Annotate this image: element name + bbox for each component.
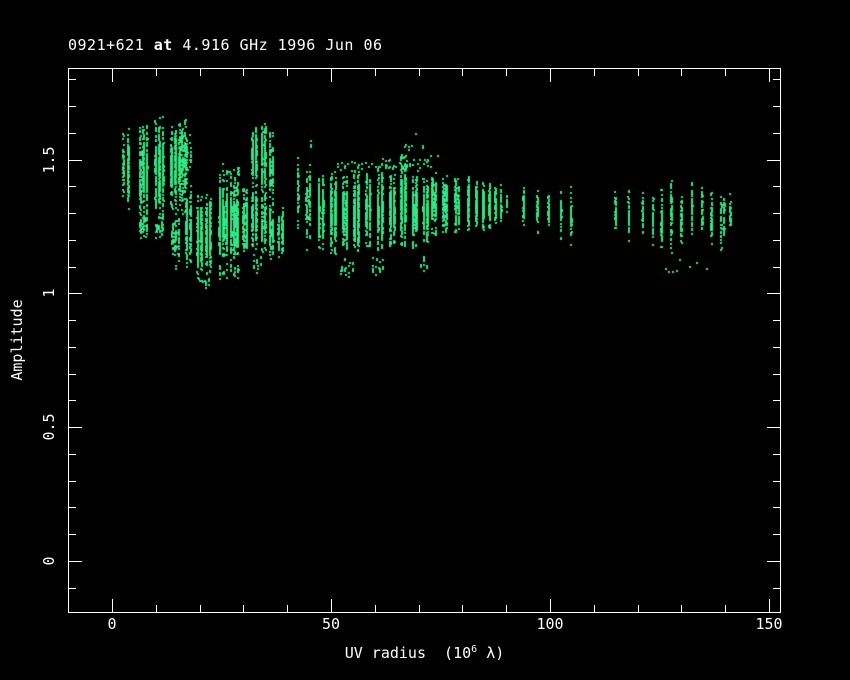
axis-tick [419, 605, 420, 612]
axis-tick [287, 605, 288, 612]
axis-tick [69, 133, 76, 134]
axis-tick [69, 481, 76, 482]
superscript-exponent: 6 [471, 644, 478, 655]
axis-tick [638, 605, 639, 612]
axis-tick [69, 186, 76, 187]
axis-tick [243, 69, 244, 76]
y-tick-label: 1.5 [40, 146, 58, 174]
axis-tick [69, 427, 82, 428]
axis-tick [506, 605, 507, 612]
axis-tick [243, 605, 244, 612]
axis-tick [773, 507, 780, 508]
axis-tick [638, 69, 639, 76]
axis-tick [773, 454, 780, 455]
axis-tick [773, 347, 780, 348]
y-tick-label: 0 [40, 556, 58, 566]
axis-tick [331, 599, 332, 612]
axis-tick [156, 69, 157, 76]
axis-tick [773, 79, 780, 80]
axis-tick [767, 293, 780, 294]
axis-tick [112, 69, 113, 82]
axis-tick [69, 160, 82, 161]
axis-tick [156, 605, 157, 612]
axis-tick [594, 605, 595, 612]
axis-tick [69, 454, 76, 455]
axis-tick [773, 267, 780, 268]
axis-tick [69, 106, 76, 107]
axis-tick [769, 599, 770, 612]
axis-tick [773, 374, 780, 375]
axis-tick [773, 534, 780, 535]
axis-tick [69, 213, 76, 214]
y-tick-label: 0.5 [40, 413, 58, 441]
axis-tick [375, 605, 376, 612]
axis-tick [69, 267, 76, 268]
axis-tick [200, 69, 201, 76]
scatter-canvas [69, 69, 780, 612]
axis-tick [773, 320, 780, 321]
axis-tick [69, 507, 76, 508]
axis-tick [69, 320, 76, 321]
axis-tick [773, 106, 780, 107]
axis-tick [550, 69, 551, 82]
axis-tick [773, 133, 780, 134]
axis-tick [506, 69, 507, 76]
axis-tick [725, 605, 726, 612]
axis-tick [462, 605, 463, 612]
x-tick-label: 100 [536, 615, 564, 633]
axis-tick [773, 240, 780, 241]
axis-tick [112, 599, 113, 612]
plot-title-at: at [153, 36, 173, 54]
axis-tick [773, 186, 780, 187]
axis-tick [767, 160, 780, 161]
plot-frame [68, 68, 781, 613]
axis-tick [419, 69, 420, 76]
axis-tick [681, 605, 682, 612]
axis-tick [550, 599, 551, 612]
axis-tick [69, 347, 76, 348]
y-axis-label: Amplitude [8, 299, 26, 381]
plot-title-source: 0921+621 [68, 36, 154, 54]
axis-tick [69, 240, 76, 241]
x-tick-label: 50 [321, 615, 341, 633]
axis-tick [767, 427, 780, 428]
axis-tick [462, 69, 463, 76]
axis-tick [200, 605, 201, 612]
axis-tick [69, 374, 76, 375]
axis-tick [725, 69, 726, 76]
x-tick-label: 0 [107, 615, 117, 633]
axis-tick [69, 79, 76, 80]
axis-tick [287, 69, 288, 76]
plot-title: 0921+621 at 4.916 GHz 1996 Jun 06 [68, 36, 383, 54]
axis-tick [681, 69, 682, 76]
x-tick-label: 150 [755, 615, 783, 633]
axis-tick [773, 213, 780, 214]
y-tick-label: 1 [40, 288, 58, 298]
axis-tick [331, 69, 332, 82]
axis-tick [773, 588, 780, 589]
axis-tick [69, 561, 82, 562]
plot-title-freq-date: 4.916 GHz 1996 Jun 06 [172, 36, 383, 54]
axis-tick [769, 69, 770, 82]
x-axis-label: UV radius (106 λ) [344, 644, 505, 662]
axis-tick [69, 293, 82, 294]
axis-tick [773, 481, 780, 482]
axis-tick [69, 400, 76, 401]
axis-tick [69, 588, 76, 589]
axis-tick [69, 534, 76, 535]
axis-tick [375, 69, 376, 76]
axis-tick [773, 400, 780, 401]
axis-tick [594, 69, 595, 76]
axis-tick [767, 561, 780, 562]
